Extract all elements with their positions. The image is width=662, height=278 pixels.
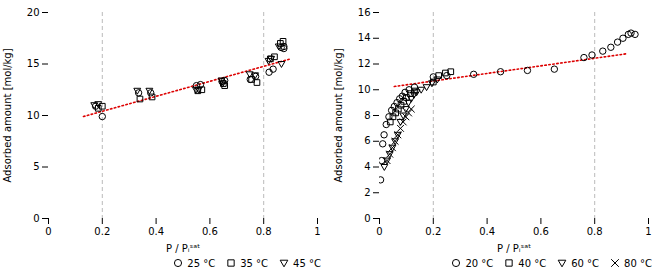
html-text:60 °C: 60 °C (571, 257, 600, 269)
svg-text:0: 0 (376, 226, 382, 237)
svg-text:10: 10 (27, 110, 40, 121)
svg-text:14: 14 (358, 32, 371, 43)
svg-text:10: 10 (358, 84, 371, 95)
html-text:35 °C: 35 °C (240, 257, 269, 269)
svg-text:2: 2 (364, 187, 370, 198)
svg-text:0.4: 0.4 (479, 226, 495, 237)
html-text:40 °C: 40 °C (518, 257, 547, 269)
html-text:25 °C: 25 °C (187, 257, 216, 269)
svg-text:16: 16 (358, 7, 371, 18)
svg-text:0: 0 (364, 213, 370, 224)
html-text:80 °C: 80 °C (624, 257, 652, 269)
svg-text:P / Pᵢˢᵃᵗ: P / Pᵢˢᵃᵗ (166, 243, 200, 254)
svg-text:8: 8 (364, 110, 370, 121)
svg-text:0.4: 0.4 (148, 226, 164, 237)
svg-text:12: 12 (358, 58, 371, 69)
svg-text:0.2: 0.2 (94, 226, 110, 237)
svg-text:0.8: 0.8 (587, 226, 603, 237)
svg-text:0: 0 (33, 213, 39, 224)
html-text:20 °C: 20 °C (465, 257, 494, 269)
svg-text:6: 6 (364, 135, 370, 146)
svg-text:1: 1 (645, 226, 651, 237)
svg-text:0: 0 (45, 226, 51, 237)
svg-text:1: 1 (314, 226, 320, 237)
svg-text:0.2: 0.2 (425, 226, 441, 237)
svg-text:Adsorbed amount [mol/kg]: Adsorbed amount [mol/kg] (2, 48, 13, 182)
html-text:45 °C: 45 °C (293, 257, 321, 269)
svg-text:4: 4 (364, 161, 370, 172)
svg-text:0.6: 0.6 (202, 226, 218, 237)
svg-text:15: 15 (27, 58, 40, 69)
svg-text:20: 20 (27, 7, 40, 18)
svg-text:0.6: 0.6 (533, 226, 549, 237)
svg-text:P / Pᵢˢᵃᵗ: P / Pᵢˢᵃᵗ (497, 243, 531, 254)
svg-text:5: 5 (33, 161, 39, 172)
svg-text:Adsorbed amount [mol/kg]: Adsorbed amount [mol/kg] (333, 48, 344, 182)
svg-text:0.8: 0.8 (256, 226, 272, 237)
